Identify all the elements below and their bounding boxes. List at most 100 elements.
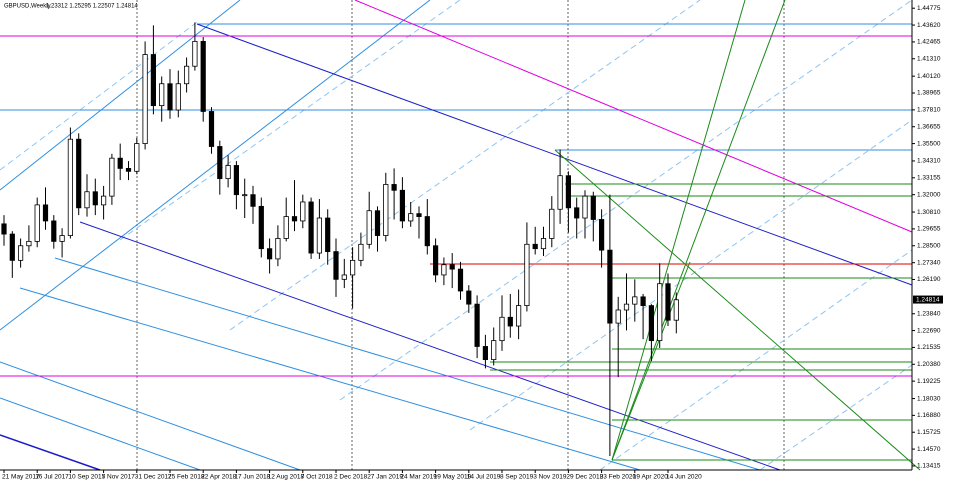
candle-body	[341, 274, 347, 280]
candle-body	[142, 54, 148, 144]
candle-body	[648, 305, 655, 342]
candle-body	[532, 243, 538, 250]
candle-body	[150, 54, 156, 107]
x-tick-label: 12 Aug 2018	[268, 474, 305, 481]
candle-body	[590, 195, 596, 220]
candle-body	[491, 340, 497, 361]
candle-body	[325, 217, 331, 252]
candle-body	[399, 189, 406, 222]
y-tick-label: 1.43620	[917, 22, 941, 29]
candle-body	[599, 219, 605, 251]
y-tick-label: 1.22690	[917, 327, 941, 334]
candle-body	[615, 309, 621, 324]
y-tick-label: 1.40120	[917, 73, 941, 80]
y-tick-label: 1.21535	[917, 344, 941, 351]
candle-body	[432, 245, 439, 276]
candle-body	[640, 296, 646, 307]
candle-body	[466, 290, 472, 305]
candle-body	[316, 217, 323, 254]
x-tick-label: 21 May 2017	[2, 474, 40, 481]
candle-body	[159, 83, 165, 107]
chart-title: GBPUSD,Weekly	[4, 4, 51, 10]
y-tick-label: 1.16880	[917, 412, 941, 419]
candle-body	[582, 195, 588, 219]
candle-body	[565, 175, 572, 209]
candle-body	[516, 305, 522, 327]
x-tick-label: 7 Oct 2018	[301, 474, 333, 481]
candle-body	[42, 204, 49, 222]
y-tick-label: 1.13415	[917, 463, 941, 470]
candle-body	[59, 235, 65, 242]
x-tick-label: 31 Dec 2017	[135, 474, 172, 481]
candle-body	[623, 303, 630, 311]
y-tick-label: 1.44775	[917, 5, 941, 12]
x-tick-label: 16 Jul 2017	[35, 474, 69, 481]
x-tick-label: 2 Dec 2018	[334, 474, 368, 481]
ohlc-info: 1.23312 1.25295 1.22507 1.24814	[46, 4, 138, 10]
y-tick-label: 1.33155	[917, 175, 941, 182]
candle-body	[175, 83, 181, 111]
candle-body	[208, 111, 215, 147]
y-tick-label: 1.38965	[917, 90, 941, 97]
x-tick-label: 19 May 2019	[434, 474, 472, 481]
candle-body	[291, 216, 298, 222]
candle-body	[474, 303, 480, 347]
y-tick-label: 1.26190	[917, 276, 941, 283]
candle-body	[1, 223, 7, 235]
candle-body	[557, 175, 563, 210]
candle-body	[374, 210, 381, 236]
y-tick-label: 1.19225	[917, 378, 941, 385]
candle-body	[549, 208, 555, 239]
candle-body	[17, 245, 24, 261]
x-tick-label: 10 Sep 2017	[68, 474, 105, 481]
candle-body	[51, 220, 57, 242]
candle-body	[507, 316, 513, 327]
candle-body	[134, 143, 140, 172]
candle-body	[424, 216, 430, 247]
candle-body	[192, 41, 198, 67]
x-tick-label: 14 Jun 2020	[666, 474, 702, 481]
candle-body	[499, 316, 505, 342]
candle-body	[524, 243, 530, 307]
blue-channel-lines	[0, 0, 912, 471]
candle-body	[67, 138, 73, 236]
candle-body	[84, 191, 90, 209]
candle-body	[391, 184, 397, 191]
candle-body	[258, 205, 264, 250]
candle-body	[109, 157, 115, 197]
candle-body	[9, 233, 15, 261]
dark-blue-channel	[0, 23, 913, 471]
x-tick-label: 3 Nov 2019	[533, 474, 567, 481]
y-tick-label: 1.30810	[917, 209, 941, 216]
candle-body	[358, 243, 364, 261]
candle-body	[34, 204, 40, 242]
candle-body	[632, 296, 638, 305]
x-tick-label: 8 Sep 2019	[500, 474, 534, 481]
candle-body	[657, 283, 663, 342]
candle-body	[250, 194, 256, 207]
y-tick-label: 1.41310	[917, 55, 941, 62]
candle-body	[449, 264, 455, 270]
candle-body	[457, 268, 464, 292]
y-tick-label: 1.42465	[917, 39, 941, 46]
candle-body	[366, 210, 372, 245]
candle-body	[441, 264, 447, 276]
y-tick-label: 1.35500	[917, 140, 941, 147]
magenta-lines	[0, 0, 913, 377]
x-tick-label: 17 Jun 2018	[234, 474, 270, 481]
candle-body	[300, 201, 306, 222]
candle-body	[416, 213, 422, 217]
x-tick-label: 14 Jul 2019	[467, 474, 501, 481]
y-tick-label: 1.29655	[917, 226, 941, 233]
candle-body	[540, 238, 547, 250]
candle-body	[117, 157, 123, 169]
drawings	[0, 0, 921, 471]
candle-body	[242, 194, 248, 197]
last-price-label: 1.24814	[916, 296, 940, 303]
x-tick-label: 25 Feb 2018	[168, 474, 205, 481]
candle-body	[574, 207, 580, 219]
y-tick-label: 1.36655	[917, 123, 941, 130]
y-tick-label: 1.18030	[917, 395, 941, 402]
